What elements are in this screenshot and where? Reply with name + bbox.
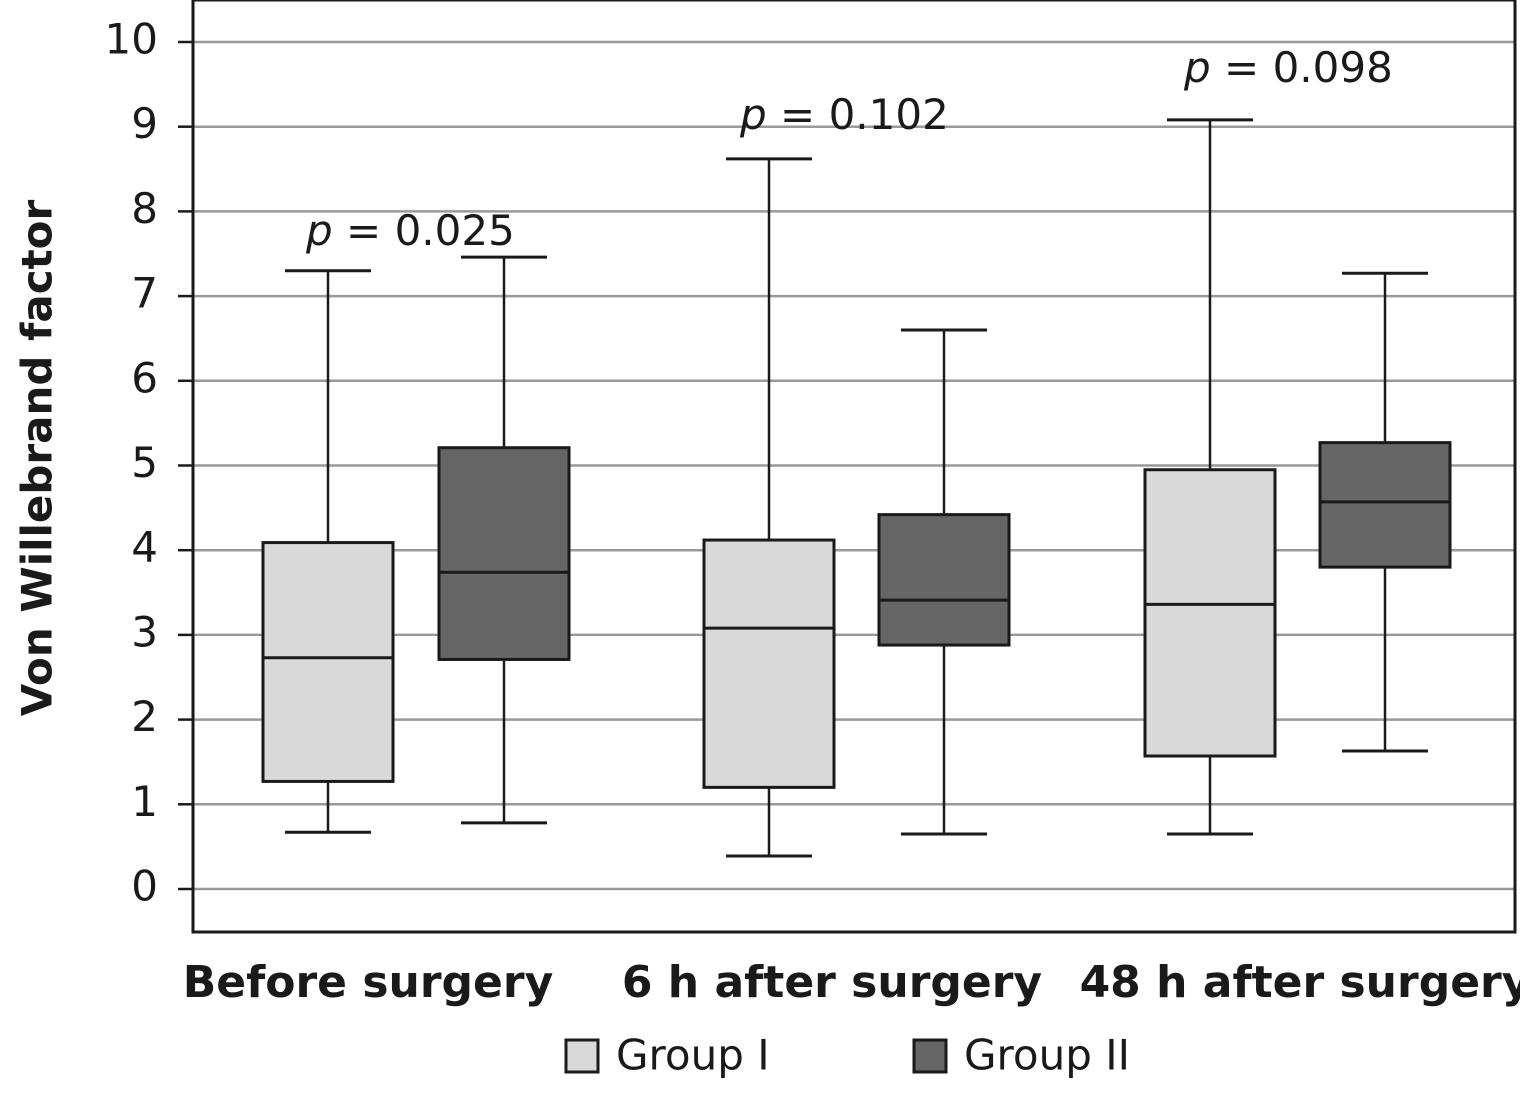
y-tick-label: 7: [131, 269, 158, 318]
y-tick-label: 3: [131, 607, 158, 656]
y-axis: 0 1 2 3 4 5 6 7 8 9 10: [105, 15, 193, 911]
y-tick-label: 5: [131, 438, 158, 487]
p-value-label: p = 0.098: [1183, 43, 1393, 92]
x-category-label: 6 h after surgery: [622, 957, 1042, 1008]
iqr-box: [1318, 441, 1452, 569]
box-group-i-2: [1143, 118, 1277, 836]
x-axis-categories: Before surgery 6 h after surgery 48 h afte…: [183, 957, 1520, 1008]
iqr-box: [261, 541, 395, 783]
y-axis-title: Von Willebrand factor: [13, 199, 62, 716]
y-tick-label: 4: [131, 523, 158, 572]
x-category-label: 48 h after surgery: [1080, 957, 1520, 1008]
p-value-annotations: p = 0.025 p = 0.102 p = 0.098: [305, 43, 1393, 255]
y-tick-label: 8: [131, 184, 158, 233]
legend-label: Group II: [964, 1031, 1130, 1080]
box-group-ii-1: [877, 328, 1011, 836]
p-value-label: p = 0.025: [305, 206, 515, 255]
legend-label: Group I: [616, 1031, 770, 1080]
y-tick-label: 1: [131, 777, 158, 826]
y-tick-label: 9: [131, 99, 158, 148]
iqr-box: [877, 513, 1011, 647]
iqr-box: [702, 538, 836, 789]
y-tick-label: 2: [131, 692, 158, 741]
x-category-label: Before surgery: [183, 957, 554, 1008]
box-group-ii-0: [437, 255, 571, 825]
legend-swatch: [912, 1038, 948, 1074]
box-layer: [261, 118, 1452, 858]
y-tick-label: 10: [105, 15, 158, 64]
grid-lines: [193, 40, 1515, 891]
iqr-box: [1143, 468, 1277, 758]
iqr-box: [437, 446, 571, 661]
box-group-ii-2: [1318, 271, 1452, 753]
y-tick-label: 6: [131, 353, 158, 402]
p-value-label: p = 0.102: [739, 90, 949, 139]
legend: Group I Group II: [564, 1031, 1130, 1080]
box-group-i-1: [702, 157, 836, 858]
legend-swatch: [564, 1038, 600, 1074]
box-group-i-0: [261, 269, 395, 834]
y-tick-label: 0: [131, 862, 158, 911]
